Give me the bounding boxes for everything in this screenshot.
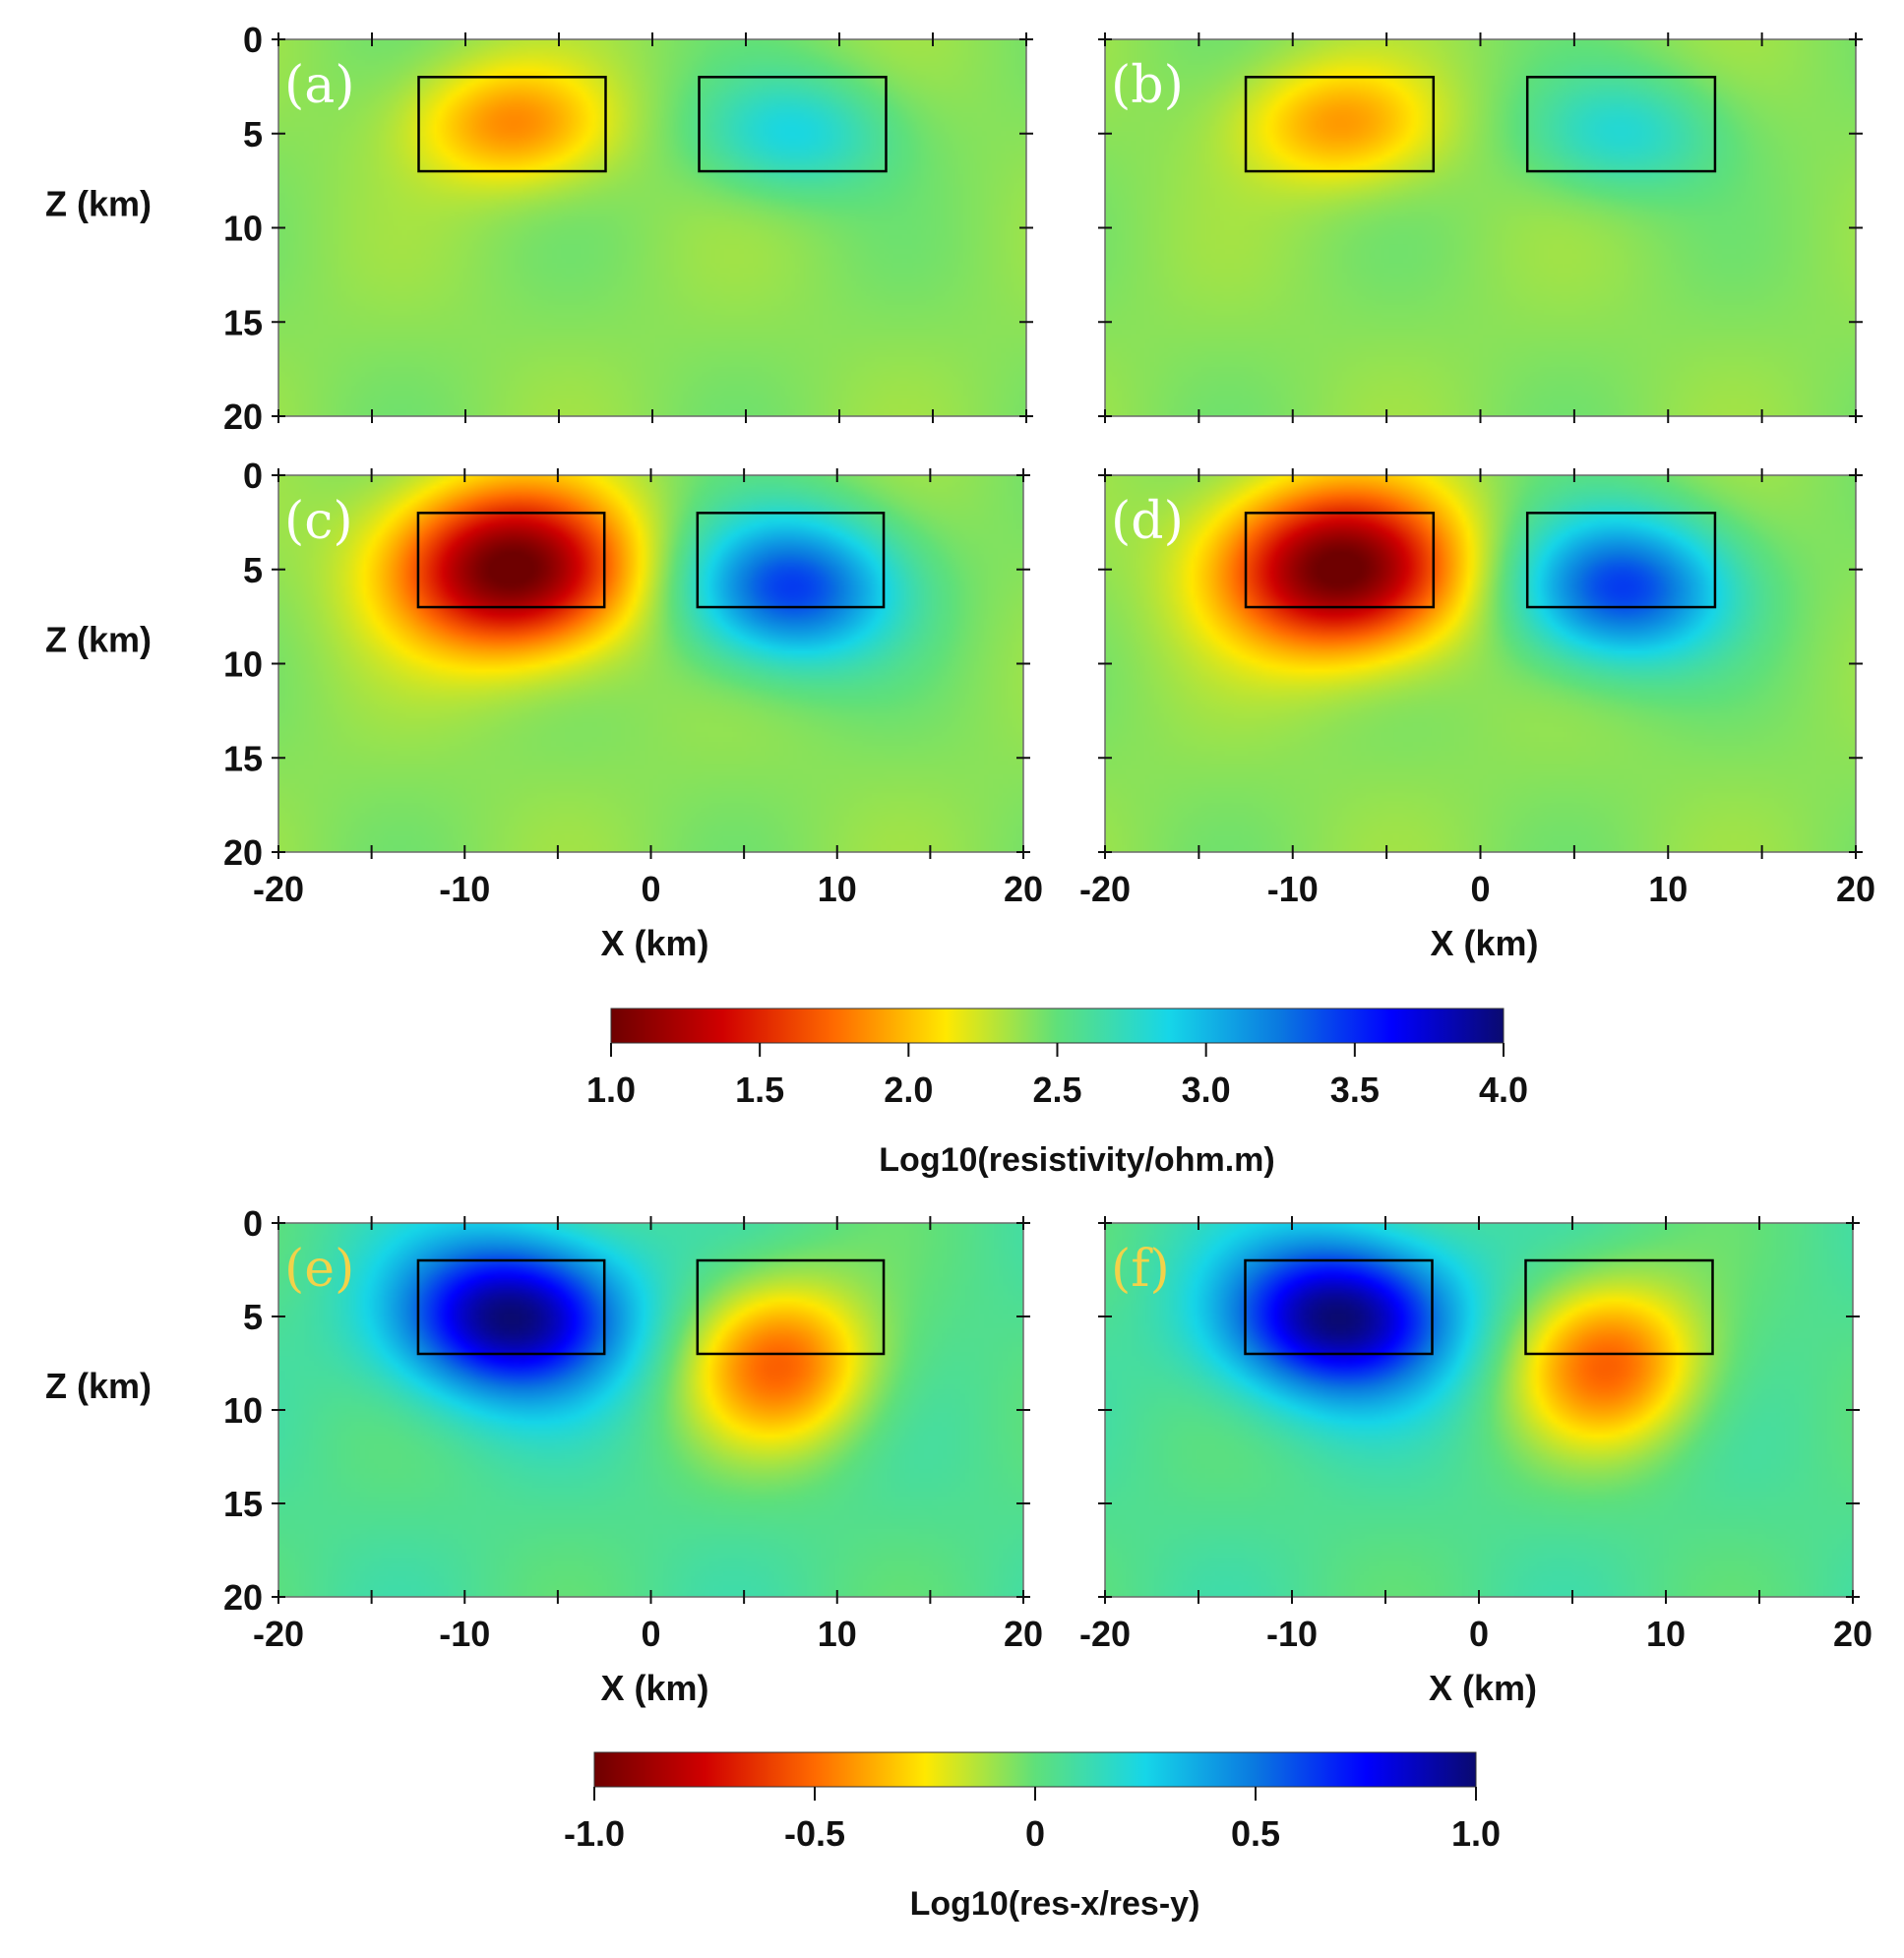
- x-axis-title: X (km): [600, 923, 708, 963]
- x-tick-label: 10: [1648, 869, 1688, 909]
- y-tick-label: 5: [243, 550, 263, 590]
- y-tick-label: 15: [223, 1484, 263, 1524]
- panel-f: -20 -10 0 10 20 X (km) (f): [1079, 1216, 1873, 1708]
- x-tick-label: -20: [253, 1614, 304, 1654]
- heatmap-field-a: [278, 39, 1026, 416]
- colorbar-tick-label: 0.5: [1231, 1813, 1280, 1854]
- body-outline-a-2: [698, 76, 888, 173]
- x-tick-label: 0: [641, 1614, 660, 1654]
- colorbar-gradient: [610, 1008, 1505, 1044]
- heatmap-field-f: [1105, 1223, 1853, 1597]
- colorbar-title: Log10(resistivity/ohm.m): [879, 1141, 1274, 1179]
- x-tick-label: -10: [1267, 869, 1319, 909]
- body-outline-e-1: [416, 1258, 606, 1356]
- x-tick-label: -10: [439, 869, 490, 909]
- panel-a: 0 5 10 15 20 Z (km) (a): [45, 20, 1033, 437]
- body-outline-a-1: [417, 76, 607, 173]
- y-tick-label: 0: [243, 1203, 263, 1244]
- panel-label-d: (d): [1111, 492, 1184, 551]
- heatmap-field-c: [278, 475, 1023, 852]
- colorbar-tick-label: 2.5: [1032, 1070, 1081, 1110]
- y-axis-title: Z (km): [45, 1366, 152, 1406]
- y-tick-label: 10: [223, 644, 263, 685]
- body-outline-c-2: [696, 512, 886, 609]
- x-tick-label: 20: [1004, 1614, 1043, 1654]
- panel-d: -20 -10 0 10 20 X (km) (d): [1079, 468, 1875, 963]
- colorbar-tick-label: 1.0: [1451, 1813, 1501, 1854]
- y-tick-label: 0: [243, 456, 263, 496]
- y-tick-label: 10: [223, 1390, 263, 1431]
- y-axis-title: Z (km): [45, 184, 152, 224]
- x-axis-title: X (km): [1430, 923, 1538, 963]
- panel-label-e: (e): [284, 1240, 354, 1299]
- y-tick-label: 20: [223, 397, 263, 437]
- x-tick-label: -20: [253, 869, 304, 909]
- body-outline-b-1: [1244, 76, 1436, 173]
- x-tick-label: 20: [1836, 869, 1875, 909]
- colorbar-tick-label: 3.5: [1330, 1070, 1380, 1110]
- y-tick-label: 20: [223, 1577, 263, 1618]
- colorbar-tick-label: 1.0: [586, 1070, 636, 1110]
- colorbar-title: Log10(res-x/res-y): [910, 1885, 1200, 1923]
- x-tick-label: 20: [1004, 869, 1043, 909]
- panel-b: (b): [1098, 32, 1863, 423]
- colorbar-tick-label: -1.0: [564, 1813, 625, 1854]
- body-outline-b-2: [1525, 76, 1717, 173]
- x-tick-label: 10: [818, 869, 857, 909]
- y-tick-label: 10: [223, 209, 263, 249]
- x-axis-title: X (km): [600, 1668, 708, 1708]
- body-outline-f-1: [1244, 1258, 1434, 1356]
- colorbar-tick-label: 2.0: [884, 1070, 933, 1110]
- body-outline-d-1: [1244, 512, 1436, 609]
- panel-label-b: (b): [1111, 56, 1184, 115]
- y-tick-label: 5: [243, 114, 263, 154]
- body-outline-e-2: [696, 1258, 886, 1356]
- x-tick-label: 20: [1833, 1614, 1873, 1654]
- colorbar-gradient: [593, 1751, 1477, 1788]
- colorbar-tick-label: -0.5: [784, 1813, 845, 1854]
- x-tick-label: 10: [1646, 1614, 1686, 1654]
- x-tick-label: 0: [1469, 1614, 1489, 1654]
- x-tick-label: -20: [1079, 1614, 1131, 1654]
- colorbar-1: 1.0 1.5 2.0 2.5 3.0 3.5 4.0 Log10(resistivity/o…: [586, 1008, 1528, 1179]
- y-tick-label: 15: [223, 738, 263, 778]
- colorbar-tick-label: 0: [1025, 1813, 1045, 1854]
- body-outline-c-1: [416, 512, 606, 609]
- x-axis-title: X (km): [1429, 1668, 1537, 1708]
- panel-label-c: (c): [284, 492, 353, 551]
- panel-label-a: (a): [284, 56, 355, 115]
- body-outline-f-2: [1524, 1258, 1714, 1356]
- y-tick-label: 20: [223, 832, 263, 873]
- y-tick-label: 0: [243, 20, 263, 60]
- colorbar-tick-label: 1.5: [735, 1070, 784, 1110]
- heatmap-field-d: [1105, 475, 1856, 852]
- heatmap-field-e: [278, 1223, 1023, 1597]
- x-tick-label: 10: [818, 1614, 857, 1654]
- x-tick-label: 0: [1470, 869, 1490, 909]
- panel-label-f: (f): [1111, 1240, 1170, 1299]
- x-tick-label: -10: [1266, 1614, 1318, 1654]
- x-tick-label: -10: [439, 1614, 490, 1654]
- colorbar-2: -1.0 -0.5 0 0.5 1.0 Log10(res-x/res-y): [564, 1751, 1501, 1923]
- y-tick-label: 15: [223, 302, 263, 342]
- body-outline-d-2: [1525, 512, 1717, 609]
- y-tick-label: 5: [243, 1297, 263, 1337]
- heatmap-field-b: [1105, 39, 1856, 416]
- colorbar-tick-label: 4.0: [1479, 1070, 1528, 1110]
- x-tick-label: 0: [641, 869, 660, 909]
- y-axis-title: Z (km): [45, 620, 152, 660]
- colorbar-tick-label: 3.0: [1182, 1070, 1231, 1110]
- x-tick-label: -20: [1079, 869, 1131, 909]
